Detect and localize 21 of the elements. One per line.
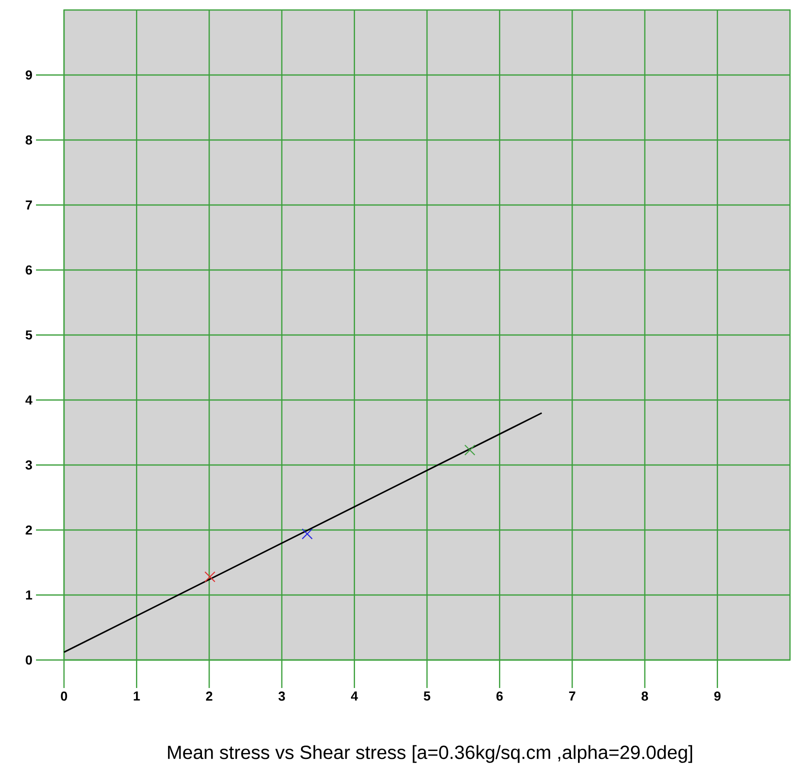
x-axis-title: Mean stress vs Shear stress [a=0.36kg/sq.cm ,alpha=29.0deg] — [168, 745, 692, 763]
x-tick-label: 6 — [496, 692, 503, 701]
y-tick-label: 3 — [26, 460, 32, 470]
y-tick-label: 5 — [26, 330, 32, 340]
x-tick-label: 3 — [278, 692, 285, 701]
y-tick-label: 8 — [26, 135, 32, 145]
y-tick-label: 4 — [25, 396, 32, 404]
y-tick-label: 2 — [26, 525, 32, 535]
x-tick-label: 2 — [206, 692, 212, 701]
y-tick-label: 9 — [26, 70, 32, 80]
x-tick-label: 5 — [424, 692, 430, 701]
x-tick-label: 1 — [134, 692, 140, 700]
x-tick-label: 0 — [60, 692, 68, 701]
y-tick-label: 0 — [26, 655, 32, 665]
x-tick-label: 7 — [569, 692, 576, 700]
y-tick-label: 1 — [26, 590, 32, 600]
x-tick-label: 9 — [714, 692, 721, 701]
y-tick-label: 7 — [26, 200, 32, 210]
y-tick-label: 6 — [26, 265, 32, 275]
x-tick-label: 4 — [350, 692, 358, 700]
x-tick-label: 8 — [642, 692, 648, 701]
